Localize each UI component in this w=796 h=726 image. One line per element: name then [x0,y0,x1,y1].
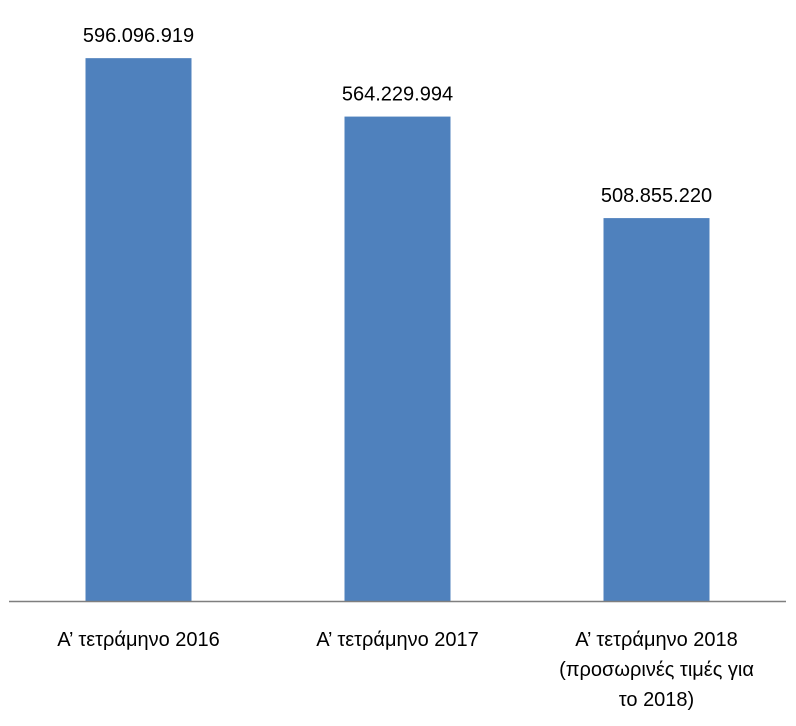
bar-1 [85,58,192,602]
data-label-2: 564.229.994 [342,84,453,106]
category-label-3: Α’ τετράμηνο 2018 (προσωρινές τιμές για το… [559,629,754,711]
data-label-1: 596.096.919 [83,25,194,47]
category-label-1: Α’ τετράμηνο 2016 [57,629,220,651]
data-label-3: 508.855.220 [601,185,712,207]
category-label-2: Α’ τετράμηνο 2017 [316,629,479,651]
bars-layer [85,58,710,602]
bar-2 [344,116,451,602]
bar-3 [603,218,710,602]
value-labels-layer: 596.096.919 564.229.994 508.855.220 [83,25,712,207]
category-labels-layer: Α’ τετράμηνο 2016 Α’ τετράμηνο 2017 Α’ τετ… [57,629,754,711]
